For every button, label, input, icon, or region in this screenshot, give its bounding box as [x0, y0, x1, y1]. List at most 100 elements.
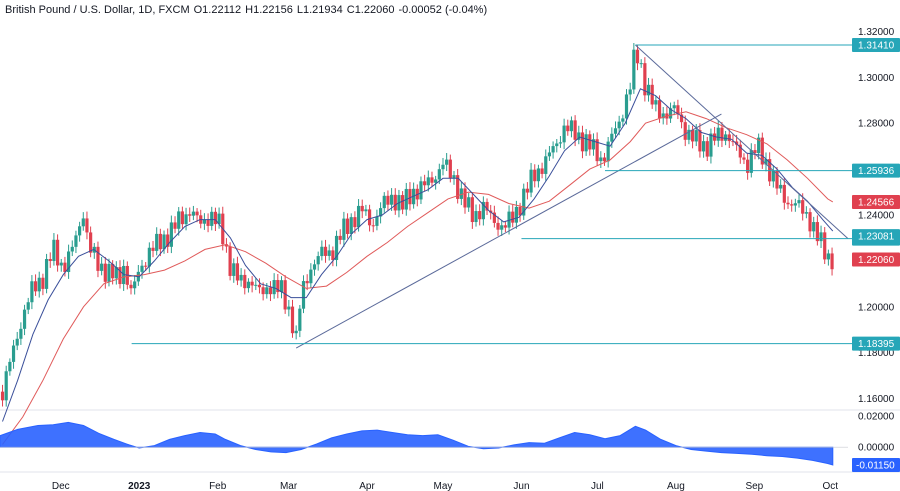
candle-body: [463, 188, 467, 208]
candle-body: [74, 235, 78, 247]
candle-body: [367, 209, 372, 226]
candle-body: [782, 184, 786, 203]
candle-body: [599, 157, 603, 162]
candle-body: [558, 142, 563, 144]
price-tag-label: 1.24566: [858, 198, 895, 209]
candle-body: [635, 49, 640, 64]
candle-body: [246, 281, 251, 289]
x-tick-label: Jun: [513, 481, 529, 491]
candle-body: [492, 212, 496, 223]
candle-body: [151, 247, 155, 251]
candle-body: [235, 263, 240, 281]
high-value: H1.22156: [245, 4, 293, 16]
candle-body: [316, 256, 320, 265]
candle-body: [562, 125, 566, 143]
candle-body: [345, 218, 350, 234]
candle-body: [738, 144, 742, 158]
candle-body: [96, 246, 100, 271]
candle-body: [59, 262, 63, 266]
candle-body: [591, 139, 596, 150]
candle-body: [654, 100, 658, 105]
candle-body: [753, 150, 757, 154]
candle-body: [478, 211, 482, 220]
candle-body: [360, 205, 364, 212]
oscillator-area: [0, 421, 834, 466]
candle-body: [147, 247, 151, 267]
y-tick-label: 1.28000: [858, 119, 895, 130]
candle-body: [694, 130, 698, 142]
candle-body: [735, 141, 739, 145]
x-tick-label: 2023: [128, 481, 151, 491]
candle-body: [775, 170, 779, 189]
osc-value-tag-label: -0.01150: [856, 461, 895, 472]
candle-body: [85, 218, 89, 233]
candle-body: [166, 234, 170, 247]
candle-body: [100, 263, 104, 271]
candle-body: [122, 265, 126, 285]
candle-body: [15, 338, 19, 346]
candle-body: [257, 284, 262, 288]
osc-y-tick-label: 0.02000: [858, 412, 895, 423]
candle-body: [389, 194, 394, 205]
candle-body: [133, 281, 137, 289]
candle-body: [437, 169, 441, 180]
candle-body: [657, 100, 662, 119]
candle-body: [544, 156, 548, 174]
candle-body: [819, 232, 823, 242]
candle-body: [254, 284, 258, 286]
x-tick-label: Apr: [359, 481, 375, 491]
candle-body: [173, 222, 177, 229]
candle-body: [779, 184, 783, 189]
candle-body: [382, 195, 386, 209]
candle-body: [643, 63, 647, 96]
candle-body: [338, 235, 342, 240]
candle-body: [378, 208, 383, 217]
x-tick-label: Feb: [209, 481, 227, 491]
candle-body: [698, 130, 702, 152]
candle-body: [687, 129, 691, 140]
candle-body: [349, 217, 353, 234]
open-value: O1.22112: [193, 4, 242, 16]
candle-body: [764, 159, 768, 165]
candle-body: [786, 202, 790, 205]
candle-body: [206, 219, 210, 226]
ma-slow-line: [2, 111, 834, 445]
candle-body: [41, 277, 45, 289]
price-tag: [852, 38, 900, 53]
candle-body: [283, 280, 287, 310]
candle-body: [470, 197, 474, 223]
candle-body: [393, 194, 397, 211]
candle-body: [33, 281, 38, 292]
candle-body: [184, 214, 188, 225]
candle-body: [812, 222, 816, 232]
candle-body: [683, 122, 687, 140]
candle-body: [496, 222, 500, 230]
candle-body: [749, 150, 753, 173]
price-tag-label: 1.31410: [858, 41, 895, 52]
candle-body: [177, 211, 181, 229]
candle-body: [668, 108, 673, 119]
price-tag: [852, 252, 900, 267]
candle-body: [140, 265, 144, 272]
trendline-1: [295, 113, 722, 349]
price-tag: [852, 163, 900, 178]
candle-body: [771, 170, 775, 182]
candle-body: [111, 263, 115, 279]
candle-body: [672, 105, 676, 109]
candle-body: [459, 188, 463, 199]
candle-body: [434, 179, 438, 183]
candle-body: [342, 218, 346, 240]
candle-body: [188, 214, 192, 216]
candle-body: [4, 371, 8, 401]
candle-body: [529, 169, 533, 193]
candle-body: [353, 217, 357, 228]
candle-body: [661, 113, 665, 119]
candle-body: [301, 281, 306, 309]
candle-body: [52, 239, 56, 262]
candle-body: [279, 280, 284, 293]
candle-body: [103, 263, 107, 282]
candle-body: [202, 219, 207, 224]
candle-body: [78, 226, 82, 236]
candle-body: [481, 201, 485, 220]
